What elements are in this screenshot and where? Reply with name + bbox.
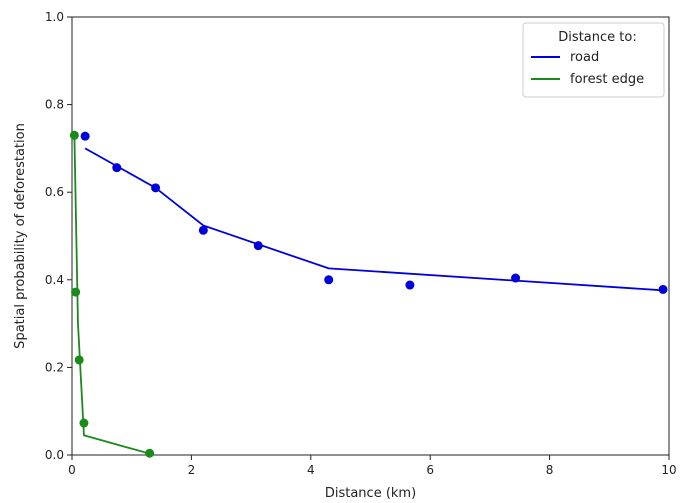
y-tick-label: 0.0 <box>45 448 64 462</box>
data-point-forest-edge <box>79 418 89 428</box>
series-forest-edge <box>69 130 155 458</box>
data-point-forest-edge <box>145 448 155 458</box>
series-layer <box>69 130 668 458</box>
legend: Distance to: road forest edge <box>522 22 665 98</box>
x-tick-label: 6 <box>426 463 434 477</box>
series-line-forest-edge <box>73 135 150 455</box>
x-tick-label: 0 <box>68 463 76 477</box>
legend-label-road: road <box>570 50 599 65</box>
data-point-road <box>324 275 334 285</box>
y-tick-label: 0.4 <box>45 273 64 287</box>
series-road <box>80 131 668 294</box>
x-axis: 0 2 4 6 8 10 <box>68 455 677 477</box>
series-line-road <box>84 147 664 292</box>
x-axis-label: Distance (km) <box>325 486 416 501</box>
y-axis: 0.0 0.2 0.4 0.6 0.8 1.0 <box>45 10 72 462</box>
y-tick-label: 0.8 <box>45 98 64 112</box>
data-point-road <box>405 280 415 290</box>
data-point-road <box>151 183 161 193</box>
data-point-forest-edge <box>74 355 84 365</box>
y-tick-label: 0.6 <box>45 185 64 199</box>
x-tick-label: 8 <box>546 463 554 477</box>
data-point-road <box>198 225 208 235</box>
x-tick-label: 10 <box>661 463 676 477</box>
data-point-road <box>658 284 668 294</box>
data-point-road <box>253 241 263 251</box>
data-point-forest-edge <box>71 287 81 297</box>
data-point-road <box>511 273 521 283</box>
x-tick-label: 4 <box>307 463 315 477</box>
data-point-road <box>112 163 122 173</box>
legend-label-forest-edge: forest edge <box>570 72 644 87</box>
data-point-road <box>80 131 90 141</box>
y-tick-label: 1.0 <box>45 10 64 24</box>
y-axis-label: Spatial probability of deforestation <box>13 123 28 349</box>
data-point-forest-edge <box>69 130 79 140</box>
legend-title: Distance to: <box>558 30 636 45</box>
x-tick-label: 2 <box>188 463 196 477</box>
y-tick-label: 0.2 <box>45 360 64 374</box>
